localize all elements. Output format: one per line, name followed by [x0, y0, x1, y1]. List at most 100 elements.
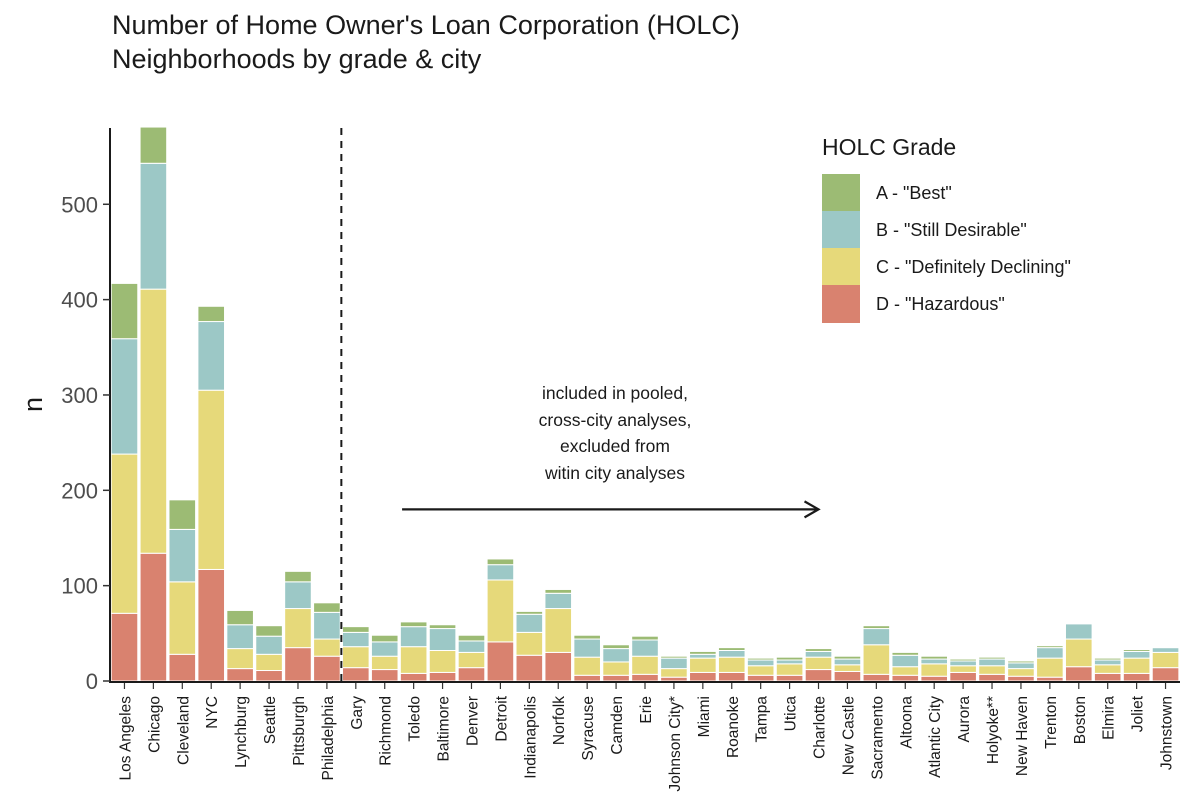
bar-segment-johnstown-s2 [1151, 647, 1180, 653]
bar-segment-detroit-s2 [486, 564, 515, 581]
bar-segment-miami-s3 [689, 650, 717, 655]
bar-segment-aurora-s3 [949, 658, 977, 662]
bar-segment-chicago-s3 [139, 126, 168, 164]
bar-segment-syracuse-s0 [573, 674, 601, 682]
bar-segment-seattle-s0 [255, 670, 283, 682]
bar-segment-trenton-s0 [1036, 676, 1064, 682]
bar-segment-utica-s2 [775, 659, 804, 665]
bar-segment-utica-s3 [775, 656, 804, 661]
bar-segment-nyc-s2 [197, 321, 226, 391]
bar-segment-philadelphia-s1 [313, 638, 341, 657]
bar-segment-denver-s1 [457, 651, 486, 669]
bar-segment-boston-s0 [1064, 666, 1093, 682]
legend-swatch [822, 285, 860, 323]
x-tick-label: Indianapolis [522, 696, 539, 779]
bar-segment-syracuse-s2 [573, 638, 601, 658]
chart-title: Number of Home Owner's Loan Corporation … [112, 8, 740, 76]
x-tick-label: Holyoke** [985, 696, 1002, 764]
bar-segment-baltimore-s0 [428, 671, 457, 682]
bar-segment-los-angeles-s1 [110, 453, 139, 614]
x-tick-label: Altoona [898, 696, 915, 749]
bar-segment-roanoke-s2 [717, 649, 746, 658]
bars-layer [110, 126, 1180, 682]
bar-segment-sacramento-s2 [862, 628, 891, 646]
bar-segment-aurora-s0 [949, 671, 977, 682]
y-tick-label: 0 [86, 669, 98, 694]
x-tick-label: Lynchburg [233, 696, 250, 768]
legend-swatch [822, 248, 860, 286]
annotation-line: witin city analyses [544, 462, 686, 483]
annotation-text: included in pooled, cross-city analyses, e… [505, 380, 725, 486]
bar-segment-richmond-s1 [370, 655, 399, 671]
bar-segment-richmond-s2 [370, 641, 399, 657]
bar-segment-charlotte-s1 [804, 656, 833, 671]
bar-segment-trenton-s1 [1036, 657, 1064, 678]
x-tick-label: Seattle [262, 696, 279, 744]
bar-segment-elmira-s2 [1093, 659, 1122, 666]
y-tick-label: 100 [61, 574, 98, 599]
bar-segment-pittsburgh-s0 [284, 647, 312, 682]
x-tick-label: Camden [609, 696, 626, 755]
bar-segment-nyc-s1 [197, 389, 226, 570]
bar-segment-erie-s0 [631, 673, 659, 682]
x-tick-label: Erie [638, 696, 655, 724]
x-tick-label: Miami [696, 696, 713, 737]
bar-segment-johnstown-s1 [1151, 651, 1180, 669]
bar-segment-cleveland-s3 [168, 499, 197, 530]
bar-segment-holyoke--s0 [978, 673, 1006, 682]
bar-segment-indianapolis-s2 [515, 613, 544, 633]
bar-segment-chicago-s2 [139, 162, 168, 290]
bar-segment-holyoke--s3 [978, 656, 1006, 660]
legend-item: D - "Hazardous" [822, 285, 1071, 323]
bar-segment-chicago-s0 [139, 552, 168, 682]
bar-segment-holyoke--s1 [978, 665, 1006, 675]
bar-segment-tampa-s1 [746, 665, 775, 676]
bar-segment-johnstown-s3 [1151, 646, 1180, 649]
bar-segment-detroit-s0 [486, 641, 515, 682]
bar-segment-altoona-s2 [891, 654, 920, 668]
bar-segment-miami-s2 [689, 653, 717, 659]
bar-segment-baltimore-s1 [428, 649, 457, 673]
bar-segment-altoona-s1 [891, 666, 920, 676]
legend-swatch [822, 211, 860, 249]
bar-segment-los-angeles-s0 [110, 612, 139, 682]
bar-segment-roanoke-s0 [717, 671, 746, 682]
y-tick-label: 400 [61, 288, 98, 313]
bar-segment-syracuse-s1 [573, 656, 601, 676]
bar-segment-altoona-s3 [891, 651, 920, 656]
bar-segment-joliet-s3 [1122, 649, 1151, 652]
x-tick-label: Cleveland [175, 696, 192, 765]
bar-segment-cleveland-s1 [168, 581, 197, 655]
bar-segment-elmira-s1 [1093, 664, 1122, 674]
bar-segment-sacramento-s3 [862, 625, 891, 630]
bar-segment-seattle-s3 [255, 625, 283, 637]
bar-segment-johnson-city--s1 [660, 668, 688, 678]
axes-layer: 0 100 200 300 400 500 Los Angeles Chicago Clevel… [18, 128, 1180, 792]
bar-segment-new-castle-s1 [833, 664, 862, 672]
x-tick-label: Joliet [1130, 695, 1147, 732]
bar-segment-charlotte-s2 [804, 650, 833, 658]
bar-segment-atlantic-city-s1 [920, 663, 949, 677]
x-tick-label: Gary [349, 696, 366, 730]
bar-segment-altoona-s0 [891, 674, 920, 682]
bar-segment-camden-s2 [602, 648, 630, 663]
bar-segment-erie-s1 [631, 655, 659, 675]
bar-segment-cleveland-s0 [168, 653, 197, 682]
bar-segment-tampa-s0 [746, 674, 775, 682]
bar-segment-seattle-s1 [255, 653, 283, 672]
x-tick-label: Detroit [493, 695, 510, 741]
bar-segment-new-castle-s0 [833, 670, 862, 682]
bar-segment-nyc-s3 [197, 305, 226, 323]
x-tick-label: Baltimore [436, 696, 453, 761]
bar-segment-syracuse-s3 [573, 634, 601, 640]
bar-segment-joliet-s0 [1122, 672, 1151, 682]
bar-segment-boston-s2 [1064, 623, 1093, 640]
x-tick-label: Roanoke [725, 696, 742, 758]
x-tick-label: Utica [783, 696, 800, 732]
y-tick-label: 500 [61, 192, 98, 217]
legend-title: HOLC Grade [822, 134, 957, 160]
bar-segment-boston-s3 [1064, 622, 1093, 625]
bar-segment-sacramento-s1 [862, 644, 891, 675]
bar-segment-toledo-s3 [399, 621, 428, 628]
bar-segment-lynchburg-s1 [226, 648, 254, 670]
